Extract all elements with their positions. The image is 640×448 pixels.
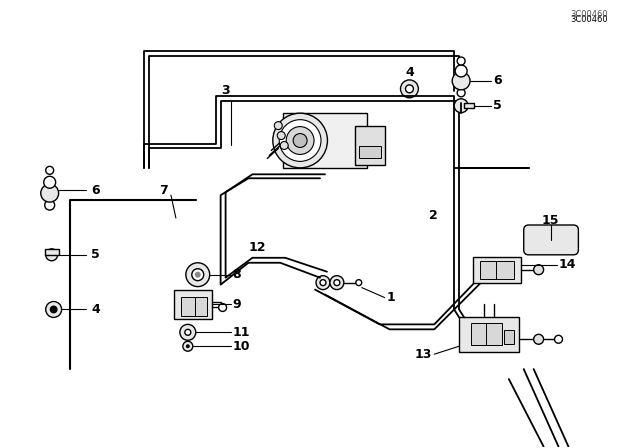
Ellipse shape [293, 134, 307, 147]
Circle shape [454, 99, 468, 113]
FancyBboxPatch shape [524, 225, 579, 255]
Circle shape [455, 65, 467, 77]
Circle shape [406, 85, 413, 93]
Bar [359, 146, 381, 159]
Ellipse shape [286, 127, 314, 155]
Bar [480, 261, 498, 279]
Circle shape [185, 329, 191, 335]
Circle shape [45, 249, 58, 261]
Circle shape [195, 271, 201, 278]
Text: 11: 11 [232, 326, 250, 339]
Text: 13: 13 [415, 348, 432, 361]
Bar [45, 249, 59, 255]
Text: 5: 5 [493, 99, 502, 112]
Circle shape [554, 335, 563, 343]
Text: 3: 3 [221, 84, 230, 97]
Circle shape [44, 177, 56, 188]
Bar [473, 257, 521, 283]
Circle shape [280, 142, 288, 150]
Circle shape [186, 344, 190, 348]
Text: 6: 6 [92, 184, 100, 197]
Circle shape [334, 280, 340, 286]
Circle shape [356, 280, 362, 286]
Text: 1: 1 [387, 291, 396, 304]
Text: 7: 7 [159, 184, 168, 197]
Circle shape [50, 306, 58, 314]
Bar [459, 317, 519, 352]
Circle shape [457, 89, 465, 97]
Circle shape [192, 269, 204, 280]
Bar [464, 103, 474, 108]
Circle shape [45, 166, 54, 174]
Bar [496, 261, 514, 279]
Circle shape [219, 303, 227, 311]
Circle shape [186, 263, 210, 287]
Text: 5: 5 [92, 248, 100, 261]
Circle shape [457, 57, 465, 65]
Bar [174, 289, 212, 319]
Circle shape [452, 72, 470, 90]
Text: 4: 4 [405, 66, 414, 79]
Text: 8: 8 [232, 268, 241, 281]
Circle shape [320, 280, 326, 286]
Circle shape [183, 341, 193, 351]
Circle shape [534, 265, 543, 275]
Circle shape [316, 276, 330, 289]
Bar [471, 323, 487, 345]
Bar [486, 323, 502, 345]
Text: 14: 14 [559, 258, 576, 271]
Bar [283, 113, 367, 168]
Ellipse shape [273, 113, 328, 168]
Circle shape [277, 132, 285, 139]
Bar [355, 125, 385, 165]
Bar [195, 297, 207, 316]
Text: 4: 4 [92, 303, 100, 316]
Text: 2: 2 [429, 209, 438, 222]
Text: 15: 15 [542, 214, 559, 227]
Circle shape [330, 276, 344, 289]
Circle shape [401, 80, 419, 98]
Text: 6: 6 [493, 74, 502, 87]
Text: 9: 9 [232, 298, 241, 311]
Text: 10: 10 [232, 340, 250, 353]
Circle shape [534, 334, 543, 344]
Bar [504, 330, 514, 344]
Circle shape [275, 122, 282, 129]
Text: 3C00460: 3C00460 [571, 10, 608, 19]
Text: 12: 12 [248, 241, 266, 254]
Bar [181, 297, 195, 316]
Circle shape [180, 324, 196, 340]
Circle shape [45, 200, 54, 210]
Circle shape [45, 302, 61, 318]
Circle shape [41, 184, 59, 202]
Text: 3C00460: 3C00460 [571, 15, 608, 24]
Ellipse shape [279, 120, 321, 161]
